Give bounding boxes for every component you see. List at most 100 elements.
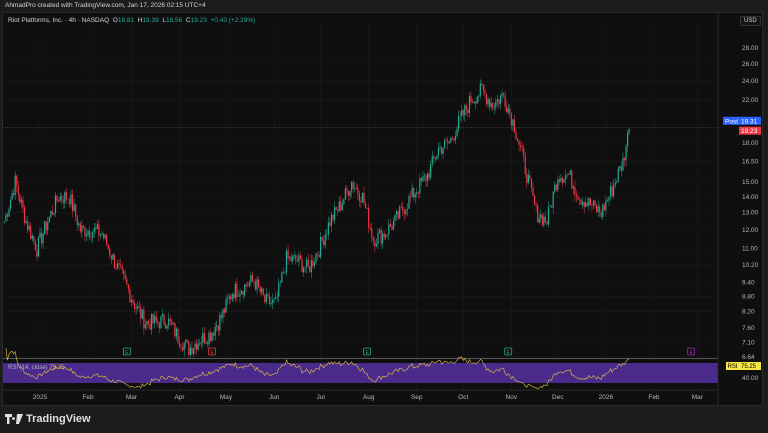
x-tick-label: Apr: [174, 394, 185, 401]
candle-body: [261, 288, 263, 293]
candle: [219, 311, 221, 336]
candle-body: [309, 266, 311, 273]
candle: [537, 203, 539, 223]
y-tick-label: 11.00: [742, 246, 758, 253]
candle: [526, 168, 528, 189]
candle-body: [312, 260, 314, 267]
candle-body: [183, 342, 185, 351]
candle-body: [58, 201, 60, 202]
candle-body: [557, 179, 559, 191]
candle-body: [507, 108, 509, 113]
candle: [130, 295, 133, 307]
candle: [597, 200, 599, 217]
candle-body: [413, 188, 415, 198]
currency-button[interactable]: USD: [740, 16, 761, 26]
candle-body: [622, 157, 624, 171]
candle: [40, 228, 43, 248]
candle: [106, 233, 108, 247]
candle-body: [265, 293, 267, 303]
candle: [347, 190, 350, 202]
candle: [217, 324, 219, 336]
candle-body: [406, 208, 409, 210]
candle-body: [40, 232, 43, 244]
candle: [386, 234, 388, 239]
x-tick-label: Mar: [692, 394, 704, 401]
y-tick-label: 16.50: [742, 159, 759, 166]
candle-body: [537, 205, 539, 223]
candle-body: [301, 259, 303, 273]
candle: [48, 216, 50, 223]
candle: [434, 156, 436, 163]
candle: [569, 169, 571, 176]
candle-body: [605, 200, 607, 211]
candle: [261, 286, 263, 297]
candle: [608, 196, 610, 206]
candle: [275, 292, 277, 300]
candle-body: [589, 198, 591, 206]
candle-body: [529, 175, 531, 179]
candle-body: [504, 95, 506, 107]
candle-body: [203, 332, 205, 344]
candle-body: [14, 175, 16, 195]
candle-body: [211, 333, 213, 341]
candle-body: [244, 284, 246, 296]
candle: [19, 193, 21, 205]
candle: [214, 322, 216, 341]
candle: [478, 94, 480, 102]
candle: [135, 303, 137, 315]
candle: [270, 296, 272, 308]
candle: [614, 178, 616, 189]
candle: [571, 169, 573, 190]
candle-body: [510, 113, 512, 126]
candle: [484, 84, 486, 99]
candle: [394, 214, 396, 227]
candle: [450, 136, 452, 144]
candle: [470, 91, 472, 106]
candle: [76, 214, 78, 231]
candle: [586, 197, 588, 207]
candle: [580, 198, 582, 206]
candle-body: [276, 296, 278, 298]
candle: [510, 112, 512, 131]
candle: [380, 226, 382, 247]
candle: [540, 209, 542, 223]
last-price-label: 19.23: [741, 128, 758, 135]
candle-body: [217, 325, 219, 331]
candle-body: [67, 199, 69, 200]
candle-body: [132, 300, 134, 304]
candle-body: [597, 206, 599, 212]
candle-body: [574, 186, 576, 195]
candle-body: [282, 272, 285, 274]
earnings-marker-label: E: [210, 350, 214, 356]
candle-body: [242, 291, 244, 296]
candle: [406, 203, 409, 217]
candle: [513, 114, 516, 133]
candle: [611, 182, 613, 199]
candle-body: [382, 233, 384, 244]
candle: [504, 91, 506, 112]
candle-body: [608, 196, 610, 201]
candle-body: [112, 254, 114, 260]
candle-body: [346, 188, 348, 191]
candle-body: [419, 178, 421, 194]
candle: [256, 275, 258, 295]
candle-body: [45, 221, 47, 231]
x-tick-label: 2025: [33, 394, 48, 401]
candle: [92, 230, 94, 244]
candle: [541, 213, 543, 227]
candle-body: [81, 225, 83, 232]
chart-frame[interactable]: [2, 12, 763, 406]
candle: [465, 102, 467, 116]
candle-body: [563, 179, 565, 183]
candle-body: [383, 233, 385, 238]
y-tick-label: 28.00: [742, 45, 759, 52]
candle: [171, 318, 173, 327]
candle: [183, 341, 185, 357]
candle-body: [222, 309, 224, 318]
candle-body: [547, 206, 550, 225]
candle-body: [191, 347, 193, 354]
candle: [284, 270, 286, 274]
candle-body: [493, 107, 495, 109]
candle: [189, 343, 191, 358]
